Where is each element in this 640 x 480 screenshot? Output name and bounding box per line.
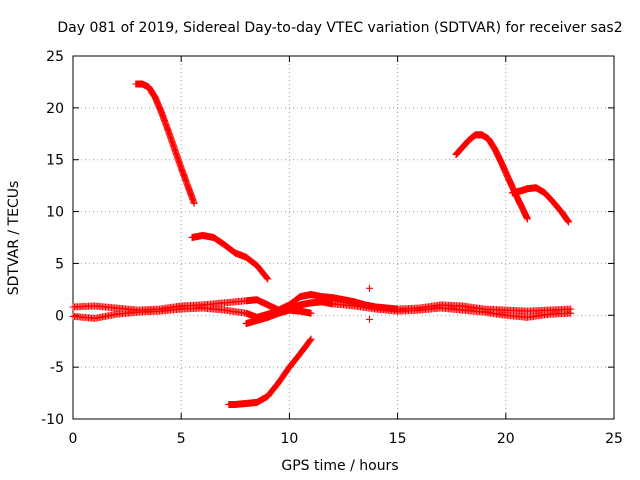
y-tick-label: 10 <box>46 205 64 221</box>
data-point <box>306 336 314 344</box>
chart-title: Day 081 of 2019, Sidereal Day-to-day VTE… <box>57 20 622 36</box>
series-outliers <box>365 284 373 323</box>
series-track-arc-near-12 <box>508 184 573 226</box>
data-point <box>523 215 531 223</box>
x-tick-label: 25 <box>605 431 623 447</box>
x-axis-label: GPS time / hours <box>281 458 398 474</box>
y-tick-label: -10 <box>41 412 64 428</box>
data-point <box>365 315 373 323</box>
series-track-falling-from-7 <box>188 231 272 283</box>
data-point <box>264 275 272 283</box>
data-layer <box>69 80 575 408</box>
data-point <box>307 309 315 317</box>
data-point <box>263 274 271 282</box>
x-tick-label: 0 <box>69 431 78 447</box>
data-point <box>307 335 315 343</box>
grid <box>73 56 614 419</box>
series-track-falling-from-22 <box>132 80 198 207</box>
data-point <box>567 309 575 317</box>
y-tick-label: 20 <box>46 101 64 117</box>
x-tick-label: 20 <box>497 431 515 447</box>
series-track-arc-near-17 <box>452 131 531 223</box>
series-track-below-zero <box>242 306 315 328</box>
data-point <box>365 284 373 292</box>
y-axis-label: SDTVAR / TECUs <box>6 181 22 296</box>
series-track-rising-from-minus-8 <box>225 335 315 408</box>
y-tick-label: 0 <box>55 308 64 324</box>
x-tick-label: 5 <box>177 431 186 447</box>
x-tick-label: 10 <box>280 431 298 447</box>
plot-frame <box>72 55 615 420</box>
data-point <box>565 218 573 226</box>
y-tick-label: -5 <box>50 360 64 376</box>
ticks: 0 5 10 15 20 25 -10 -5 0 5 10 15 20 25 <box>41 49 623 447</box>
y-tick-label: 15 <box>46 153 64 169</box>
data-point <box>190 199 198 207</box>
y-tick-label: 25 <box>46 49 64 65</box>
y-tick-label: 5 <box>55 256 64 272</box>
x-tick-label: 15 <box>389 431 407 447</box>
